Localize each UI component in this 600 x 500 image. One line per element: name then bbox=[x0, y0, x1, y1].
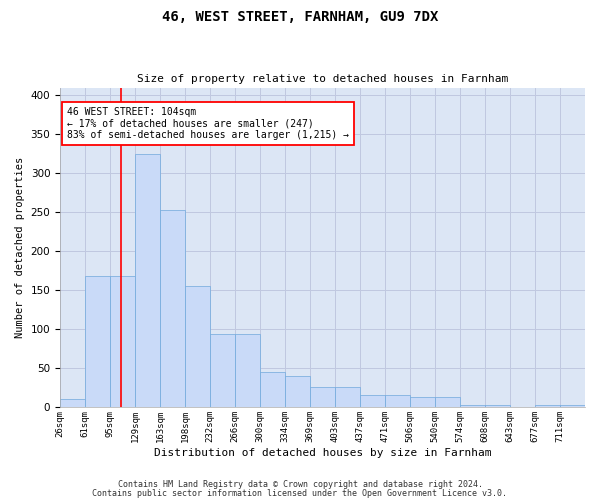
Bar bbox=[485, 404, 510, 407]
Bar bbox=[535, 404, 560, 407]
Bar bbox=[260, 372, 285, 407]
Bar bbox=[85, 276, 110, 407]
Bar bbox=[385, 395, 410, 407]
Bar bbox=[435, 397, 460, 407]
Title: Size of property relative to detached houses in Farnham: Size of property relative to detached ho… bbox=[137, 74, 508, 84]
Text: 46, WEST STREET, FARNHAM, GU9 7DX: 46, WEST STREET, FARNHAM, GU9 7DX bbox=[162, 10, 438, 24]
Bar bbox=[460, 404, 485, 407]
Text: Contains HM Land Registry data © Crown copyright and database right 2024.: Contains HM Land Registry data © Crown c… bbox=[118, 480, 482, 489]
Bar bbox=[135, 154, 160, 407]
Bar bbox=[560, 404, 585, 407]
Y-axis label: Number of detached properties: Number of detached properties bbox=[15, 156, 25, 338]
Bar bbox=[185, 286, 210, 407]
Bar bbox=[410, 397, 435, 407]
Bar bbox=[235, 334, 260, 407]
Bar bbox=[360, 395, 385, 407]
Text: 46 WEST STREET: 104sqm
← 17% of detached houses are smaller (247)
83% of semi-de: 46 WEST STREET: 104sqm ← 17% of detached… bbox=[67, 107, 349, 140]
Bar bbox=[210, 334, 235, 407]
Bar bbox=[160, 210, 185, 407]
Text: Contains public sector information licensed under the Open Government Licence v3: Contains public sector information licen… bbox=[92, 488, 508, 498]
Bar bbox=[60, 399, 85, 407]
Bar bbox=[335, 388, 360, 407]
Bar bbox=[310, 388, 335, 407]
Bar bbox=[110, 276, 135, 407]
X-axis label: Distribution of detached houses by size in Farnham: Distribution of detached houses by size … bbox=[154, 448, 491, 458]
Bar bbox=[285, 376, 310, 407]
